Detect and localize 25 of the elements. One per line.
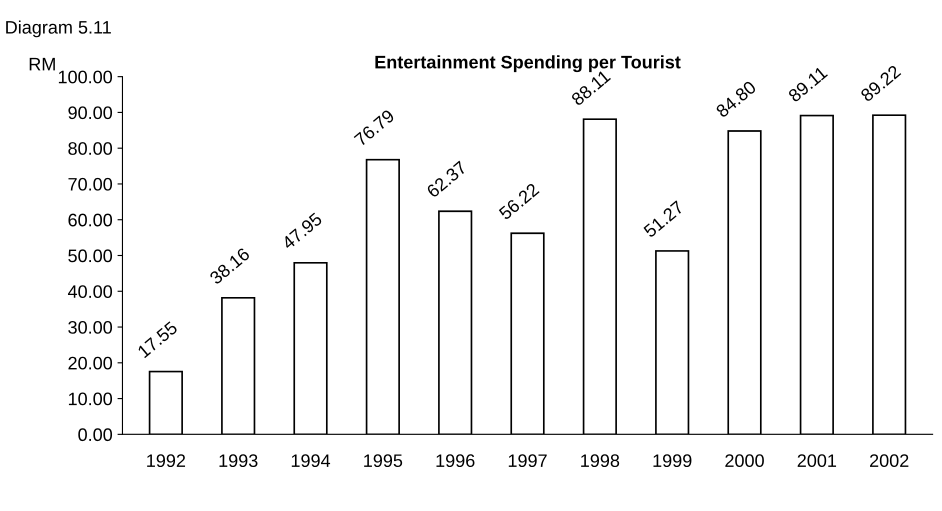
x-tick-label: 2001 [798,454,836,468]
x-tick-label: 1992 [147,454,186,468]
y-tick-label: 90.00 [68,106,112,120]
y-tick-label: 30.00 [68,320,112,334]
x-tick-label: 1999 [653,454,692,468]
y-tick-label: 70.00 [68,178,112,191]
x-tick-label: 2000 [725,454,764,468]
y-axis-title: RM [30,58,55,70]
x-tick-label: 1996 [436,454,474,468]
x-tick-label: 1997 [508,454,547,468]
y-tick-label: 20.00 [68,356,112,370]
y-tick-label: 80.00 [68,142,112,155]
chart-title: Entertainment Spending per Tourist [375,55,681,72]
x-tick-label: 1994 [292,454,330,468]
y-tick-label: 50.00 [68,249,112,262]
y-tick-label: 10.00 [68,392,112,406]
x-tick-label: 2002 [870,454,908,468]
y-tick-label: 100.00 [58,70,112,84]
y-tick-label: 40.00 [68,285,112,298]
x-tick-label: 1998 [581,454,620,468]
text: Diagram 5.11 [6,20,111,38]
x-tick-label: 1993 [219,454,258,468]
y-tick-label: 0.00 [78,428,112,442]
y-tick-label: 60.00 [68,214,112,226]
x-tick-label: 1995 [364,454,402,468]
